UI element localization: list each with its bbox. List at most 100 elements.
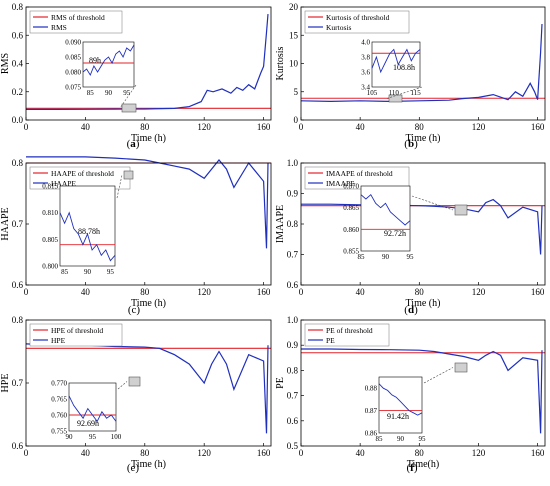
inset-plot: 85 90 95 0.855 0.860 0.865 0.870 92.72h bbox=[343, 183, 414, 262]
x-tick-label: 40 bbox=[356, 287, 366, 297]
inset-plot: 85 90 95 0.075 0.080 0.085 0.090 89h bbox=[65, 39, 135, 97]
inset-x-tick-label: 90 bbox=[84, 268, 92, 276]
legend-label-series: IMAAPE bbox=[326, 179, 355, 188]
inset-y-tick-label: 0.86 bbox=[365, 430, 378, 438]
inset-x-tick-label: 95 bbox=[107, 268, 115, 276]
x-axis-label: Time(h) bbox=[407, 459, 439, 470]
x-tick-label: 40 bbox=[81, 122, 91, 132]
x-tick-label: 80 bbox=[140, 448, 150, 458]
y-tick-label: 0.7 bbox=[12, 378, 24, 388]
legend-label-series: PE bbox=[326, 336, 335, 345]
crossing-time-annotation: 92.72h bbox=[384, 229, 406, 238]
inset-x-tick-label: 95 bbox=[419, 435, 427, 443]
zoom-arrow bbox=[117, 381, 128, 390]
y-tick-label: 0.0 bbox=[12, 115, 24, 125]
inset-y-tick-label: 0.080 bbox=[65, 69, 81, 77]
y-axis-label: PE bbox=[275, 377, 286, 389]
inset-y-tick-label: 0.855 bbox=[343, 248, 359, 256]
inset-y-tick-label: 3.8 bbox=[361, 54, 370, 62]
y-tick-label: 0.6 bbox=[287, 416, 299, 426]
inset-series-line bbox=[68, 395, 117, 423]
y-axis-label: Kurtosis bbox=[275, 46, 286, 80]
y-tick-label: 10 bbox=[289, 59, 299, 69]
inset-plot: 85 90 95 0.800 0.805 0.810 0.815 88.78h bbox=[42, 183, 116, 276]
x-tick-label: 0 bbox=[24, 122, 29, 132]
x-tick-label: 0 bbox=[24, 287, 29, 297]
inset-x-tick-label: 85 bbox=[376, 435, 384, 443]
y-tick-label: 0.6 bbox=[12, 441, 24, 451]
x-tick-label: 120 bbox=[197, 122, 211, 132]
inset-y-tick-label: 0.860 bbox=[343, 226, 359, 234]
inset-y-tick-label: 3.6 bbox=[361, 69, 370, 77]
x-tick-label: 40 bbox=[81, 448, 91, 458]
x-tick-label: 0 bbox=[24, 448, 29, 458]
x-tick-label: 80 bbox=[415, 122, 425, 132]
inset-series-line bbox=[378, 383, 423, 416]
inset-x-tick-label: 100 bbox=[111, 433, 122, 441]
x-tick-label: 80 bbox=[415, 448, 425, 458]
crossing-time-annotation: 89h bbox=[89, 56, 101, 65]
inset-y-tick-label: 0.805 bbox=[42, 236, 58, 244]
inset-y-tick-label: 0.090 bbox=[65, 39, 81, 47]
panel-label: (d) bbox=[404, 304, 418, 316]
inset-y-tick-label: 3.4 bbox=[361, 84, 370, 92]
inset-frame bbox=[68, 382, 117, 432]
zoom-arrow bbox=[116, 174, 123, 199]
inset-y-tick-label: 0.810 bbox=[42, 209, 58, 217]
y-tick-label: 1.0 bbox=[287, 315, 299, 325]
x-axis-label: Time (h) bbox=[131, 459, 166, 470]
zoom-region-marker bbox=[121, 103, 137, 113]
legend-box bbox=[304, 10, 410, 34]
inset-frame bbox=[360, 185, 411, 252]
x-axis-label: Time (h) bbox=[406, 133, 441, 144]
inset-y-tick-label: 0.755 bbox=[51, 428, 67, 436]
legend-box bbox=[304, 166, 410, 190]
inset-x-tick-label: 95 bbox=[123, 89, 131, 97]
zoom-region-marker bbox=[454, 362, 468, 373]
inset-y-tick-label: 0.800 bbox=[42, 263, 58, 271]
legend-box bbox=[29, 323, 123, 347]
x-tick-label: 40 bbox=[356, 122, 366, 132]
y-tick-label: 0.6 bbox=[12, 280, 24, 290]
inset-frame bbox=[371, 41, 421, 88]
legend-label-threshold: HAAPE of threshold bbox=[51, 169, 114, 178]
inset-series-line bbox=[59, 211, 116, 262]
x-tick-label: 0 bbox=[299, 448, 304, 458]
x-tick-label: 80 bbox=[140, 287, 150, 297]
inset-plot: 85 90 95 0.86 0.87 0.88 91.42h bbox=[365, 376, 427, 443]
legend-label-series: RMS bbox=[51, 23, 67, 32]
inset-y-tick-label: 4.0 bbox=[361, 39, 370, 47]
y-tick-label: 0.8 bbox=[12, 315, 24, 325]
inset-y-tick-label: 0.87 bbox=[365, 407, 378, 415]
legend-label-series: HPE bbox=[51, 336, 66, 345]
legend-label-series: Kurtosis bbox=[326, 23, 352, 32]
inset-frame bbox=[378, 376, 423, 434]
panel-label: (c) bbox=[128, 304, 141, 316]
legend-box bbox=[29, 10, 123, 34]
inset-series-line bbox=[360, 193, 411, 226]
chart-panel: 0 40 80 120 1600.50.60.70.80.91.0Time(h)PEPE… bbox=[275, 315, 546, 474]
zoom-region-marker bbox=[123, 170, 134, 180]
inset-x-tick-label: 115 bbox=[411, 89, 422, 97]
x-tick-label: 80 bbox=[415, 287, 425, 297]
x-tick-label: 0 bbox=[299, 287, 304, 297]
y-tick-label: 0.7 bbox=[12, 219, 24, 229]
x-tick-label: 160 bbox=[257, 448, 271, 458]
y-tick-label: 20 bbox=[289, 2, 299, 12]
inset-plot: 105 110 115 3.4 3.6 3.8 4.0 108.8h bbox=[361, 39, 421, 98]
zoom-region-marker bbox=[454, 204, 468, 216]
x-tick-label: 40 bbox=[81, 287, 91, 297]
series-line bbox=[26, 156, 269, 249]
y-tick-label: 0.6 bbox=[287, 280, 299, 290]
x-axis-label: Time (h) bbox=[131, 133, 166, 144]
zoom-region-marker bbox=[128, 376, 141, 387]
legend-label-threshold: HPE of threshold bbox=[51, 326, 103, 335]
zoom-region-marker bbox=[388, 94, 403, 103]
y-tick-label: 0.5 bbox=[287, 441, 299, 451]
x-tick-label: 120 bbox=[472, 287, 486, 297]
plot-frame bbox=[300, 319, 546, 447]
